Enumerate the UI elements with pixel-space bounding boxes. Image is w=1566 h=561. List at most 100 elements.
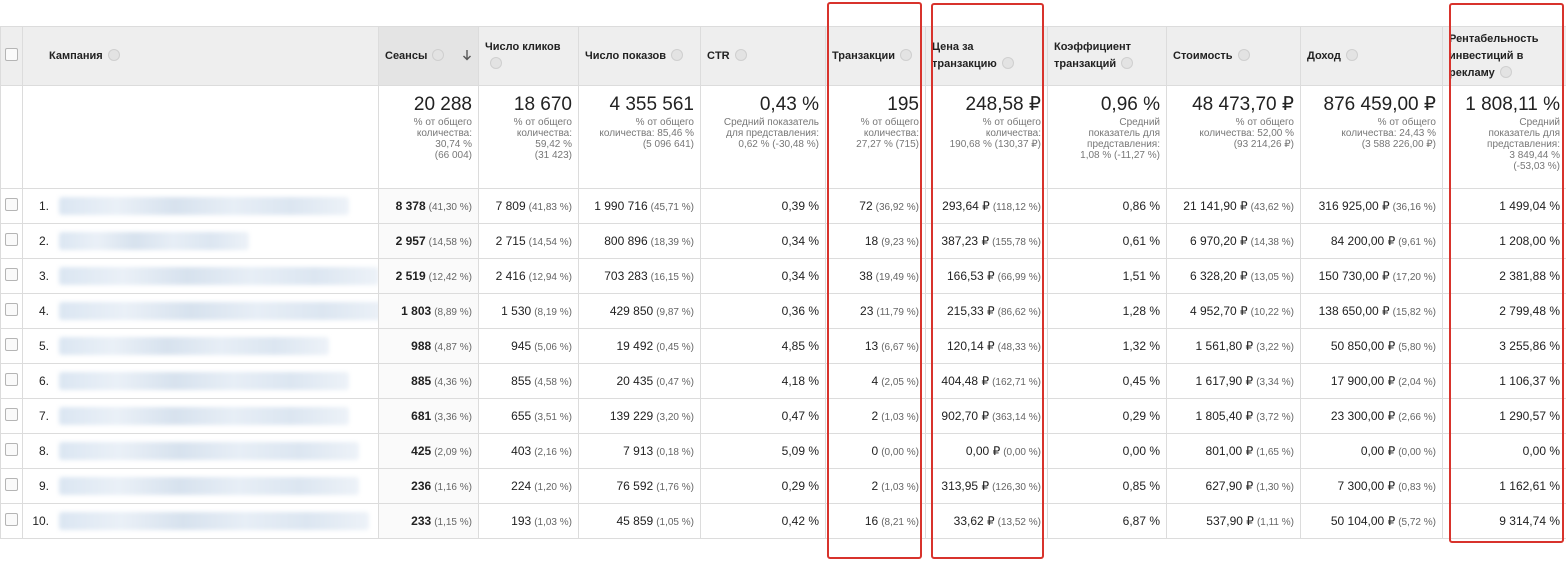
metric-cell: 5,09 % [700,433,826,469]
checkbox[interactable] [5,408,18,421]
metric-cell: 139 229 (3,20 %) [578,398,701,434]
metric-cell: 627,90 ₽ (1,30 %) [1166,468,1301,504]
total-cell: 18 670% от общего количества: 59,42 % (31 4… [478,85,579,189]
note-line: количества: [985,128,1041,139]
checkbox[interactable] [5,268,18,281]
row-number: 6. [38,374,49,388]
total-cell: 0,43 % Средний показатель для представлени… [700,85,826,189]
checkbox-cell [0,188,23,224]
metric-percent: (0,18 %) [656,447,694,458]
checkbox[interactable] [5,373,18,386]
column-title: CTR [707,49,730,62]
column-header[interactable]: Число кликов [478,26,579,86]
highlight-box [1449,3,1564,543]
metric-value: 0,00 ₽ [965,444,1001,458]
metric-cell: 988 (4,87 %) [378,328,479,364]
metric-cell: 4 952,70 ₽ (10,22 %) [1166,293,1301,329]
metric-percent: (2,05 %) [881,377,919,388]
metric-value: 84 200,00 ₽ [1330,234,1396,248]
help-icon[interactable] [432,48,445,61]
note-line: % от общего [1377,117,1436,128]
column-label: Число кликов [480,39,578,73]
metric-percent: (4,58 %) [534,377,572,388]
metric-value: 1 162,61 % [1499,479,1560,493]
help-icon[interactable] [900,48,913,61]
column-header[interactable]: Доход [1300,26,1443,86]
metric-percent: (14,58 %) [428,237,472,248]
metric-cell: 316 925,00 ₽ (36,16 %) [1300,188,1443,224]
metric-value: 429 850 [609,304,654,318]
checkbox[interactable] [5,48,18,61]
metric-percent: (5,80 %) [1398,342,1436,353]
checkbox[interactable] [5,443,18,456]
column-header[interactable]: CTR [700,26,826,86]
column-header[interactable]: Рентабельность инвестиций в рекламу [1442,26,1566,86]
help-icon[interactable] [1345,48,1358,61]
note-line: % от общего [1235,117,1294,128]
help-icon[interactable] [490,57,502,70]
checkbox[interactable] [5,303,18,316]
metric-cell: 1 617,90 ₽ (3,34 %) [1166,363,1301,399]
help-icon[interactable] [1121,57,1134,70]
row-number: 10. [32,514,49,528]
blurred-campaign-name [59,302,378,320]
metric-cell: 1,28 % [1047,293,1167,329]
metric-cell: 0,42 % [700,503,826,539]
metric-cell: 50 104,00 ₽ (5,72 %) [1300,503,1443,539]
metric-value: 5,09 % [781,444,819,458]
column-header[interactable]: Цена за транзакцию [925,26,1048,86]
help-icon[interactable] [734,48,747,61]
metric-percent: (19,49 %) [875,272,919,283]
metric-cell: 0,00 ₽ (0,00 %) [925,433,1048,469]
column-header[interactable]: Транзакции [825,26,926,86]
metric-value: 425 [411,444,432,458]
metric-percent: (3,51 %) [534,412,572,423]
help-icon[interactable] [1001,57,1014,70]
column-header[interactable]: Кампания [22,26,379,86]
metric-cell: 233 (1,15 %) [378,503,479,539]
metric-percent: (1,30 %) [1256,482,1294,493]
total-value: 248,58 ₽ [965,94,1041,115]
column-header[interactable]: Сеансы [378,26,479,86]
metric-percent: (5,06 %) [534,342,572,353]
metric-percent: (11,79 %) [876,307,919,318]
metric-cell: 20 435 (0,47 %) [578,363,701,399]
metric-value: 45 859 [616,514,654,528]
checkbox[interactable] [5,198,18,211]
column-header[interactable]: Стоимость [1166,26,1301,86]
campaign-cell: 4. [22,293,379,329]
metric-value: 120,14 ₽ [946,339,995,353]
metric-value: 72 [859,199,873,213]
note-line: % от общего [513,117,572,128]
data-row: 4. 1 803 (8,89 %) 1 530 (8,19 %) 429 850 (9,87… [0,293,1566,329]
help-icon[interactable] [671,48,684,61]
metric-percent: (3,20 %) [656,412,694,423]
metric-cell: 17 900,00 ₽ (2,04 %) [1300,363,1443,399]
column-header[interactable]: Число показов [578,26,701,86]
highlight-box [931,3,1044,559]
column-header[interactable]: Коэффициент транзакций [1047,26,1167,86]
metric-cell: 425 (2,09 %) [378,433,479,469]
checkbox[interactable] [5,233,18,246]
help-icon[interactable] [1499,65,1512,78]
metric-value: 4 [871,374,879,388]
note-line: количества: 24,43 % [1341,128,1436,139]
metric-value: 4,18 % [781,374,819,388]
total-note: Средний показатель для представления: 3 849… [1444,117,1566,172]
checkbox[interactable] [5,478,18,491]
metric-cell: 38 (19,49 %) [825,258,926,294]
checkbox[interactable] [5,513,18,526]
checkbox[interactable] [5,338,18,351]
metric-value: 50 104,00 ₽ [1330,514,1396,528]
metric-value: 0,36 % [781,304,819,318]
metric-cell: 1 290,57 % [1442,398,1566,434]
metric-cell: 2 715 (14,54 %) [478,223,579,259]
metric-value: 18 [864,234,879,248]
note-line: % от общего [635,117,694,128]
help-icon[interactable] [1237,48,1250,61]
metric-cell: 9 314,74 % [1442,503,1566,539]
help-icon[interactable] [107,48,120,61]
column-label: Транзакции [827,48,925,65]
metric-percent: (0,45 %) [656,342,694,353]
metric-value: 17 900,00 ₽ [1330,374,1396,388]
